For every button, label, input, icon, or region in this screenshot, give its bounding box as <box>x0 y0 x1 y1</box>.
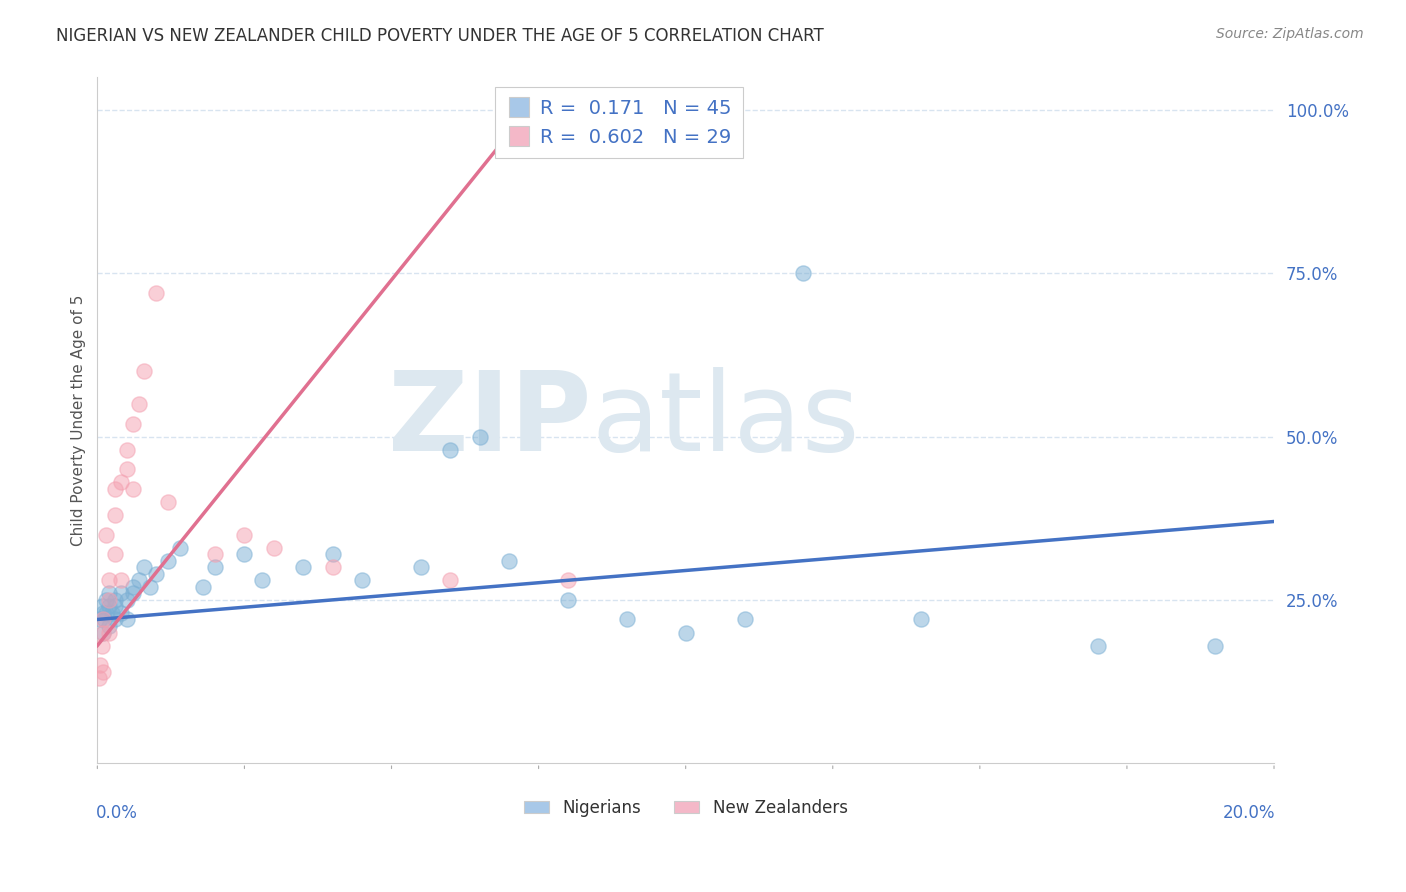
Point <box>93 612 115 626</box>
Point <box>91 612 114 626</box>
Point <box>910 612 932 626</box>
Point <box>96 527 118 541</box>
Point <box>352 574 374 588</box>
Point <box>87 671 110 685</box>
Point <box>98 625 121 640</box>
Point <box>1204 639 1226 653</box>
Point <box>134 560 156 574</box>
Text: 0.0%: 0.0% <box>96 805 138 822</box>
Point <box>89 612 111 626</box>
Point <box>1087 639 1109 653</box>
Point <box>110 586 132 600</box>
Point <box>250 574 273 588</box>
Point <box>91 639 114 653</box>
Y-axis label: Child Poverty Under the Age of 5: Child Poverty Under the Age of 5 <box>72 294 86 546</box>
Legend: Nigerians, New Zealanders: Nigerians, New Zealanders <box>517 792 855 823</box>
Point <box>104 599 127 614</box>
Point <box>675 625 697 640</box>
Point <box>104 592 127 607</box>
Point <box>98 586 121 600</box>
Point <box>98 574 121 588</box>
Point <box>128 574 150 588</box>
Point <box>263 541 285 555</box>
Point <box>616 612 638 626</box>
Text: NIGERIAN VS NEW ZEALANDER CHILD POVERTY UNDER THE AGE OF 5 CORRELATION CHART: NIGERIAN VS NEW ZEALANDER CHILD POVERTY … <box>56 27 824 45</box>
Point <box>91 606 114 620</box>
Point <box>115 592 138 607</box>
Text: atlas: atlas <box>592 367 860 474</box>
Point <box>91 625 114 640</box>
Text: Source: ZipAtlas.com: Source: ZipAtlas.com <box>1216 27 1364 41</box>
Point <box>91 625 114 640</box>
Point <box>145 285 167 300</box>
Point <box>557 592 579 607</box>
Point <box>139 580 162 594</box>
Point <box>110 475 132 490</box>
Point <box>204 547 226 561</box>
Point <box>121 586 143 600</box>
Point <box>204 560 226 574</box>
Point <box>322 560 344 574</box>
Point <box>128 397 150 411</box>
Point <box>89 658 111 673</box>
Point <box>156 554 179 568</box>
Point <box>104 482 127 496</box>
Point <box>96 592 118 607</box>
Point <box>121 580 143 594</box>
Point <box>233 547 256 561</box>
Point <box>104 547 127 561</box>
Point <box>104 508 127 522</box>
Point <box>98 599 121 614</box>
Point <box>792 266 814 280</box>
Point <box>98 619 121 633</box>
Point <box>233 527 256 541</box>
Point <box>115 612 138 626</box>
Point <box>439 574 461 588</box>
Point <box>193 580 215 594</box>
Point <box>734 612 756 626</box>
Point <box>104 612 127 626</box>
Point <box>110 574 132 588</box>
Point <box>468 429 491 443</box>
Point <box>98 592 121 607</box>
Point <box>96 606 118 620</box>
Point <box>322 547 344 561</box>
Point <box>409 560 432 574</box>
Point <box>498 554 520 568</box>
Point <box>91 665 114 679</box>
Point <box>101 606 124 620</box>
Point <box>292 560 315 574</box>
Point <box>439 442 461 457</box>
Point <box>121 417 143 431</box>
Point <box>91 599 114 614</box>
Text: ZIP: ZIP <box>388 367 592 474</box>
Point <box>557 574 579 588</box>
Point <box>156 495 179 509</box>
Point <box>115 442 138 457</box>
Point <box>134 364 156 378</box>
Point <box>169 541 191 555</box>
Point <box>121 482 143 496</box>
Text: 20.0%: 20.0% <box>1223 805 1275 822</box>
Point <box>115 462 138 476</box>
Point <box>145 566 167 581</box>
Point <box>110 606 132 620</box>
